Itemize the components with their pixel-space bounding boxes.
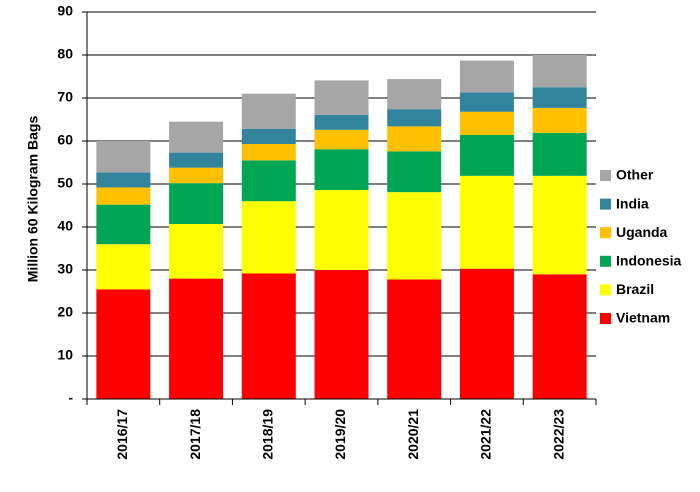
bars: [96, 55, 587, 399]
legend-swatch-uganda: [600, 227, 611, 239]
y-axis-title: Million 60 Kilogram Bags: [25, 116, 41, 283]
legend-label-other: Other: [616, 167, 654, 183]
legend-label-vietnam: Vietnam: [616, 310, 670, 326]
x-category-label: 2022/23: [550, 409, 566, 460]
bar-segment-uganda: [169, 167, 224, 184]
bar-segment-indonesia: [96, 204, 151, 245]
y-tick-label: 30: [57, 261, 73, 277]
bar-segment-uganda: [387, 126, 442, 152]
y-tick-label: 60: [57, 132, 73, 148]
bar-segment-vietnam: [314, 270, 369, 399]
bar-segment-india: [314, 114, 369, 130]
bar-segment-india: [241, 128, 296, 145]
x-category-label: 2019/20: [332, 409, 348, 460]
bar-segment-india: [169, 152, 224, 168]
y-tick-label: 70: [57, 89, 73, 105]
bar-segment-vietnam: [532, 274, 587, 399]
y-tick-label: 50: [57, 175, 73, 191]
legend-swatch-indonesia: [600, 255, 611, 267]
bar-segment-uganda: [532, 107, 587, 133]
bar-segment-vietnam: [459, 268, 514, 399]
bar-segment-india: [532, 87, 587, 108]
legend-swatch-india: [600, 198, 611, 210]
y-tick-label: 10: [57, 347, 73, 363]
legend-swatch-vietnam: [600, 313, 611, 324]
bar-segment-india: [459, 92, 514, 112]
bar-segment-india: [387, 109, 442, 127]
bar-segment-brazil: [169, 223, 224, 279]
bar-segment-other: [387, 79, 442, 110]
legend-swatch-other: [600, 170, 611, 181]
y-tick-labels: - 10 20 30 40 50 60 70 80 90: [57, 3, 73, 406]
x-category-label: 2017/18: [187, 409, 203, 460]
bar-segment-uganda: [241, 144, 296, 161]
bar-segment-other: [314, 80, 369, 115]
x-category-label: 2021/22: [478, 409, 494, 460]
y-tick-label: 20: [57, 304, 73, 320]
bar-segment-vietnam: [96, 289, 151, 399]
bar-segment-brazil: [387, 192, 442, 280]
bar-segment-other: [241, 93, 296, 129]
legend-label-india: India: [616, 195, 649, 211]
bar-segment-indonesia: [241, 160, 296, 202]
x-category-label: 2020/21: [405, 409, 421, 460]
bar-segment-brazil: [96, 244, 151, 290]
bar-segment-uganda: [459, 111, 514, 135]
bar-segment-other: [169, 121, 224, 153]
x-category-label: 2018/19: [259, 409, 275, 460]
bar-segment-other: [532, 55, 587, 88]
y-tick-label: 40: [57, 218, 73, 234]
bar-segment-india: [96, 172, 151, 188]
y-tick-label: -: [68, 390, 73, 406]
bar-segment-vietnam: [169, 278, 224, 399]
bar-segment-brazil: [314, 190, 369, 270]
bar-segment-indonesia: [169, 183, 224, 224]
bar-segment-uganda: [314, 129, 369, 150]
legend-swatch-brazil: [600, 284, 611, 296]
bar-segment-brazil: [241, 201, 296, 274]
bar-segment-other: [459, 60, 514, 93]
y-tick-label: 80: [57, 46, 73, 62]
x-category-labels: 2016/17 2017/18 2018/19 2019/20 2020/21 2021/…: [114, 409, 566, 460]
bar-segment-brazil: [459, 175, 514, 269]
legend-label-uganda: Uganda: [616, 224, 668, 240]
bar-segment-vietnam: [241, 273, 296, 399]
x-category-label: 2016/17: [114, 409, 130, 460]
axes: [86, 12, 597, 405]
bar-segment-indonesia: [314, 149, 369, 191]
bar-segment-vietnam: [387, 279, 442, 399]
legend: Other India Uganda Indonesia Brazil Vietnam: [600, 167, 682, 326]
bar-segment-brazil: [532, 175, 587, 275]
bar-segment-indonesia: [387, 151, 442, 193]
y-tick-label: 90: [57, 3, 73, 19]
legend-label-indonesia: Indonesia: [616, 253, 682, 269]
bar-segment-indonesia: [459, 134, 514, 176]
bar-segment-indonesia: [532, 132, 587, 176]
bar-segment-uganda: [96, 187, 151, 205]
legend-label-brazil: Brazil: [616, 281, 654, 297]
bar-segment-other: [96, 141, 151, 173]
